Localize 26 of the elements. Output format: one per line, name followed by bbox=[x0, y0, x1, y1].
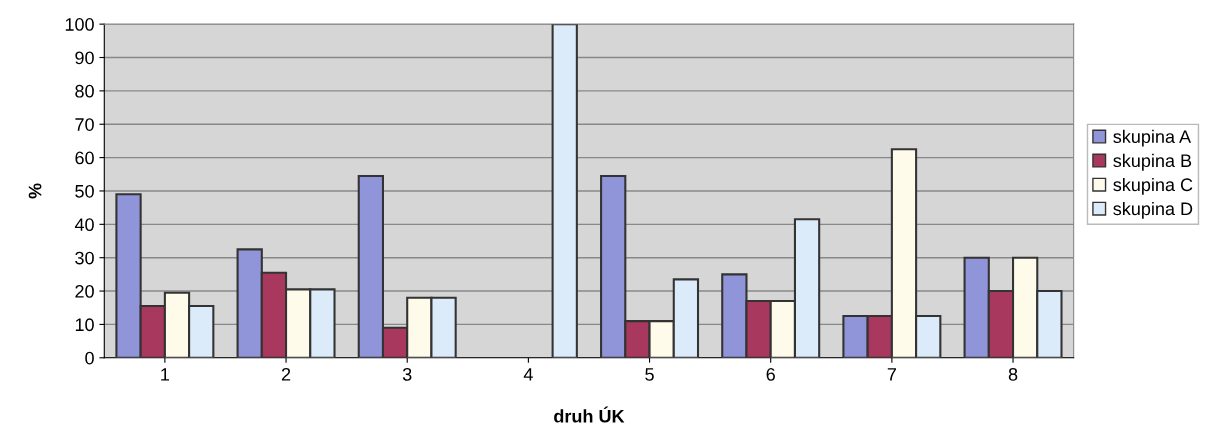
x-tick-label: 2 bbox=[281, 367, 291, 381]
legend-label: skupina B bbox=[1113, 153, 1192, 171]
y-tick-label: 30 bbox=[75, 251, 94, 265]
x-tick-label: 6 bbox=[766, 367, 775, 381]
legend-label: skupina A bbox=[1113, 129, 1192, 147]
y-tick-label: 60 bbox=[75, 151, 94, 165]
y-axis-title: % bbox=[28, 183, 42, 199]
y-tick-label: 0 bbox=[85, 351, 94, 365]
x-tick-label: 1 bbox=[161, 368, 170, 381]
y-tick-label: 10 bbox=[75, 318, 94, 332]
x-tick-label: 3 bbox=[402, 367, 412, 381]
y-tick-label: 70 bbox=[75, 118, 94, 131]
y-tick-label: 100 bbox=[65, 18, 94, 31]
x-tick-label: 7 bbox=[887, 368, 896, 381]
y-tick-label: 20 bbox=[75, 284, 94, 298]
legend-label: skupina D bbox=[1113, 201, 1193, 219]
legend-label: skupina C bbox=[1113, 177, 1193, 195]
x-axis-title: druh ÚK bbox=[554, 406, 625, 423]
y-tick-label: 80 bbox=[75, 84, 94, 98]
y-tick-label: 50 bbox=[75, 184, 94, 198]
y-tick-label: 40 bbox=[74, 218, 94, 232]
bar bbox=[551, 24, 578, 358]
y-tick-label: 90 bbox=[75, 51, 94, 65]
x-tick-label: 5 bbox=[645, 368, 654, 381]
x-tick-label: 4 bbox=[523, 368, 533, 381]
x-tick-label: 8 bbox=[1008, 367, 1018, 381]
